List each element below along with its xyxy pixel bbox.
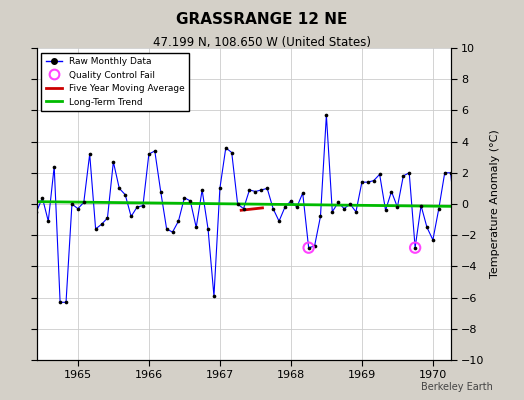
Point bbox=[322, 112, 331, 118]
Point bbox=[180, 194, 189, 201]
Point bbox=[204, 226, 212, 232]
Point bbox=[470, 128, 478, 134]
Point bbox=[251, 188, 259, 195]
Point bbox=[434, 206, 443, 212]
Point bbox=[369, 178, 378, 184]
Point bbox=[133, 204, 141, 210]
Point bbox=[263, 185, 271, 192]
Point bbox=[168, 229, 177, 235]
Point bbox=[162, 226, 171, 232]
Point bbox=[299, 190, 307, 196]
Point bbox=[139, 202, 147, 209]
Point bbox=[150, 148, 159, 154]
Point bbox=[198, 187, 206, 193]
Point bbox=[227, 149, 236, 156]
Point bbox=[56, 299, 64, 306]
Point bbox=[304, 244, 313, 251]
Point bbox=[109, 159, 117, 165]
Point bbox=[97, 221, 106, 228]
Point bbox=[38, 194, 47, 201]
Point bbox=[375, 171, 384, 178]
Point bbox=[287, 198, 295, 204]
Point bbox=[352, 209, 360, 215]
Point bbox=[328, 209, 336, 215]
Point bbox=[245, 187, 254, 193]
Point bbox=[222, 145, 230, 151]
Point bbox=[50, 163, 58, 170]
Point bbox=[452, 229, 461, 235]
Point bbox=[393, 204, 401, 210]
Point bbox=[121, 192, 129, 198]
Point bbox=[216, 185, 224, 192]
Point bbox=[310, 243, 319, 249]
Point bbox=[26, 154, 35, 160]
Point bbox=[364, 179, 372, 185]
Point bbox=[292, 204, 301, 210]
Point bbox=[210, 293, 218, 299]
Point bbox=[494, 240, 502, 246]
Point bbox=[74, 206, 82, 212]
Point bbox=[44, 218, 52, 224]
Point bbox=[488, 226, 496, 232]
Point bbox=[423, 224, 431, 230]
Point bbox=[482, 166, 490, 173]
Point bbox=[429, 237, 437, 243]
Y-axis label: Temperature Anomaly (°C): Temperature Anomaly (°C) bbox=[490, 130, 500, 278]
Point bbox=[281, 204, 289, 210]
Point bbox=[127, 213, 135, 220]
Point bbox=[239, 206, 248, 212]
Point bbox=[275, 218, 283, 224]
Point bbox=[340, 206, 348, 212]
Point bbox=[20, 187, 29, 193]
Point bbox=[15, 206, 23, 212]
Point bbox=[316, 213, 325, 220]
Point bbox=[399, 173, 408, 179]
Point bbox=[145, 151, 153, 157]
Text: Berkeley Earth: Berkeley Earth bbox=[421, 382, 493, 392]
Point bbox=[387, 188, 396, 195]
Point bbox=[85, 151, 94, 157]
Point bbox=[115, 185, 124, 192]
Point bbox=[346, 201, 354, 207]
Point bbox=[257, 187, 266, 193]
Point bbox=[103, 215, 112, 221]
Point bbox=[500, 204, 508, 210]
Point bbox=[446, 170, 455, 176]
Point bbox=[174, 218, 183, 224]
Point bbox=[411, 244, 419, 251]
Point bbox=[411, 244, 419, 251]
Point bbox=[464, 179, 473, 185]
Point bbox=[506, 146, 514, 152]
Point bbox=[68, 201, 76, 207]
Point bbox=[511, 173, 520, 179]
Text: GRASSRANGE 12 NE: GRASSRANGE 12 NE bbox=[176, 12, 348, 27]
Point bbox=[269, 206, 277, 212]
Legend: Raw Monthly Data, Quality Control Fail, Five Year Moving Average, Long-Term Tren: Raw Monthly Data, Quality Control Fail, … bbox=[41, 52, 190, 111]
Point bbox=[518, 148, 524, 154]
Point bbox=[458, 215, 467, 221]
Point bbox=[476, 243, 484, 249]
Point bbox=[381, 207, 390, 214]
Point bbox=[405, 170, 413, 176]
Point bbox=[358, 179, 366, 185]
Point bbox=[3, 166, 11, 173]
Point bbox=[304, 244, 313, 251]
Point bbox=[91, 226, 100, 232]
Point bbox=[441, 170, 449, 176]
Point bbox=[80, 199, 88, 206]
Point bbox=[157, 188, 165, 195]
Point bbox=[8, 184, 17, 190]
Point bbox=[62, 299, 70, 306]
Point bbox=[186, 198, 194, 204]
Point bbox=[192, 224, 200, 230]
Point bbox=[32, 209, 41, 215]
Point bbox=[523, 146, 524, 152]
Point bbox=[417, 202, 425, 209]
Point bbox=[233, 201, 242, 207]
Point bbox=[334, 199, 342, 206]
Text: 47.199 N, 108.650 W (United States): 47.199 N, 108.650 W (United States) bbox=[153, 36, 371, 49]
